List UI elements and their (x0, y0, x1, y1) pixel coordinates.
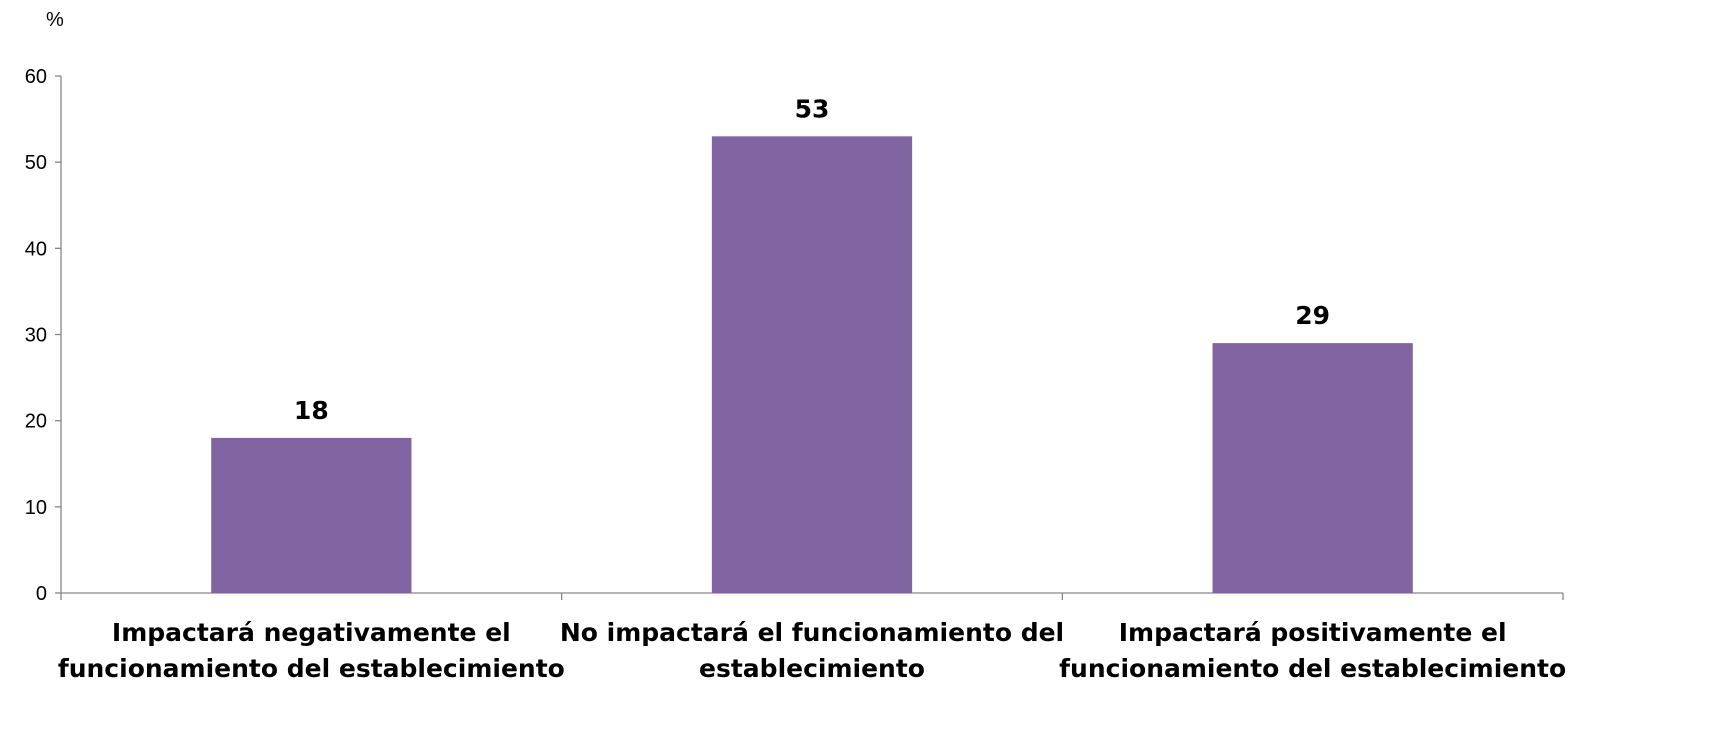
bar (711, 136, 913, 594)
category-label-line: establecimiento (699, 654, 925, 683)
y-tick-label: 50 (25, 152, 47, 174)
y-tick-label: 10 (25, 497, 47, 519)
x-axis (60, 592, 1564, 600)
y-axis: 0 10 20 30 40 50 60 (25, 66, 62, 605)
category-label: Impactará positivamente el funcionamiento… (1059, 618, 1566, 683)
y-tick-label: 30 (25, 325, 47, 347)
y-tick-label: 60 (25, 66, 47, 88)
category-label: Impactará negativamente el funcionamiento… (58, 618, 565, 683)
category-label-line: funcionamiento del establecimiento (58, 654, 565, 683)
category-label-line: Impactará negativamente el (112, 618, 511, 647)
data-label: 29 (1295, 301, 1330, 330)
bar (211, 437, 412, 593)
bars (211, 136, 1413, 594)
category-label-line: Impactará positivamente el (1119, 618, 1507, 647)
category-label-line: funcionamiento del establecimiento (1059, 654, 1566, 683)
data-label: 53 (795, 94, 830, 123)
y-axis-unit-label: % (46, 9, 64, 31)
category-label: No impactará el funcionamiento del establ… (560, 618, 1064, 683)
category-label-line: No impactará el funcionamiento del (560, 618, 1064, 647)
y-tick-label: 20 (25, 411, 47, 433)
data-labels: 18 53 29 (294, 94, 1330, 425)
bar (1212, 343, 1413, 593)
category-labels: Impactará negativamente el funcionamiento… (58, 618, 1566, 683)
data-label: 18 (294, 396, 329, 425)
y-tick-label: 40 (25, 238, 47, 260)
y-tick-label: 0 (36, 583, 47, 605)
